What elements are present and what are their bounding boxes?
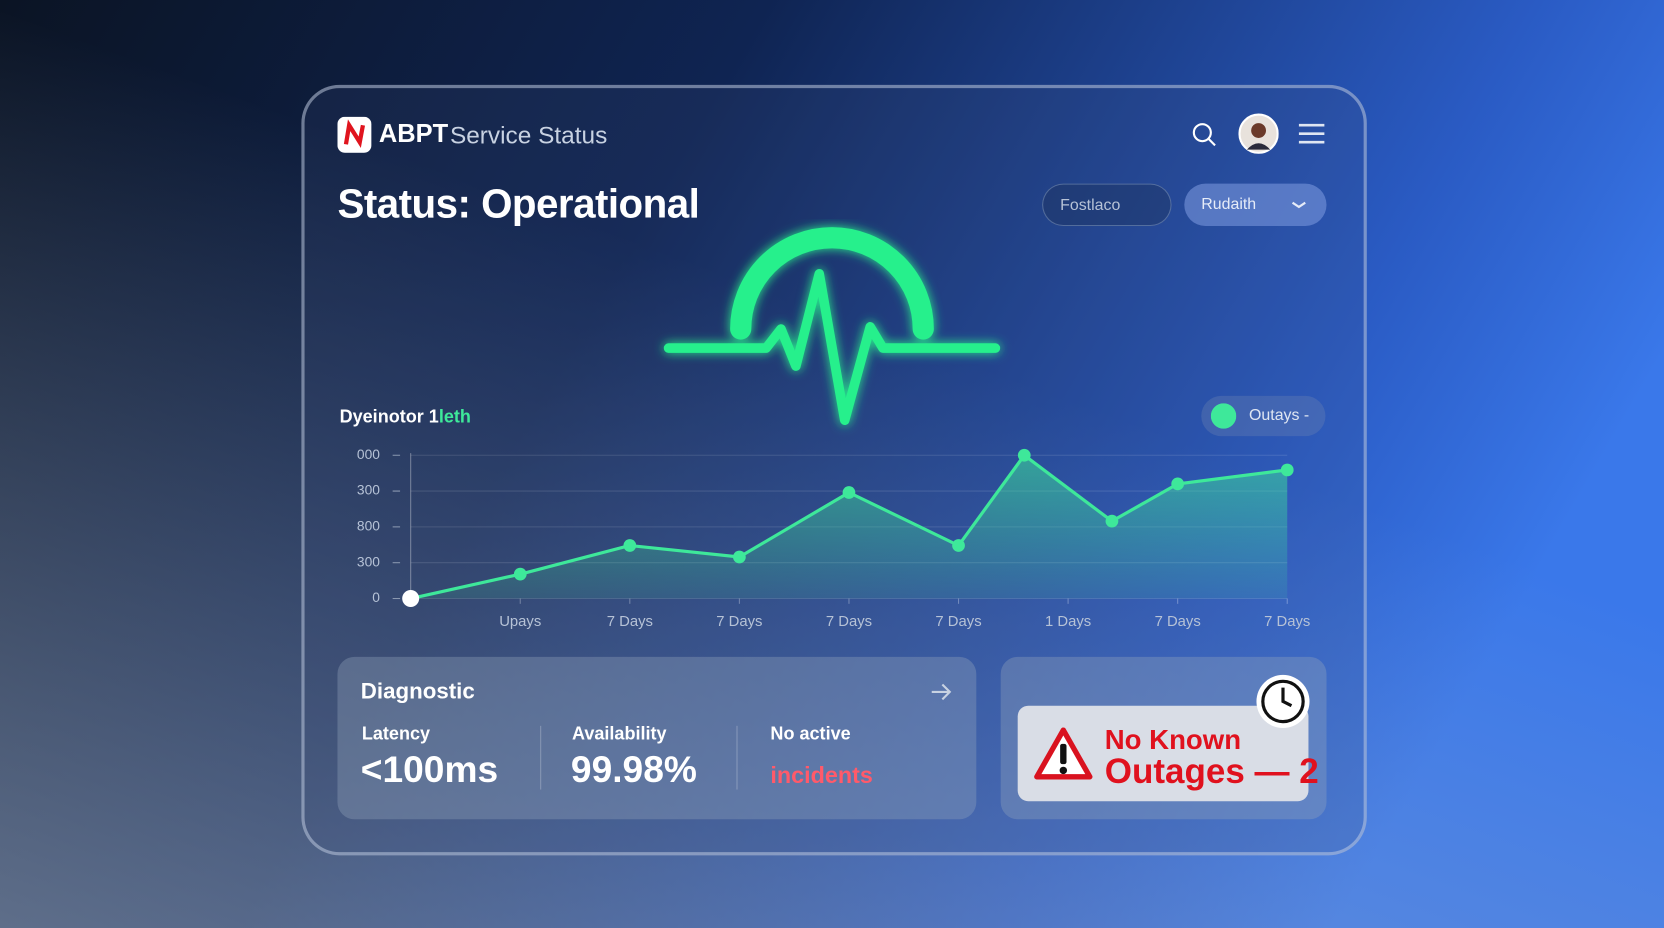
metric-value: incidents — [770, 761, 873, 789]
legend-label: Outays - — [1249, 406, 1310, 425]
point — [623, 539, 637, 552]
menu-icon[interactable] — [1297, 121, 1327, 146]
x-tick-label: Upays — [499, 614, 541, 630]
chart-title-highlight: leth — [438, 406, 471, 427]
chart-title-text: Dyeinotor 1 — [339, 406, 439, 427]
brand: ABPT — [378, 119, 449, 149]
metric-value: 99.98% — [570, 749, 697, 791]
point — [1171, 477, 1185, 491]
x-tick-label: 7 Days — [716, 614, 762, 630]
y-tick-label: 0 — [372, 590, 380, 605]
metric-label: Availability — [571, 723, 667, 744]
x-tick-label: 7 Days — [1264, 614, 1310, 630]
product-name: Service Status — [449, 120, 608, 149]
metric-label: Latency — [361, 723, 431, 744]
search-icon[interactable] — [1191, 121, 1219, 149]
x-tick-label: 7 Days — [826, 614, 872, 630]
line — [410, 453, 1288, 601]
filter-button[interactable]: Fostlaco — [1042, 183, 1172, 227]
metric-value: <100ms — [360, 749, 499, 791]
x-tick-label: 1 Days — [1045, 614, 1091, 630]
point — [1105, 514, 1119, 528]
point — [842, 486, 856, 499]
status-title: Status: Operational — [337, 182, 700, 228]
diagnostic-card — [337, 656, 977, 820]
legend-swatch — [1210, 403, 1237, 429]
point — [952, 539, 965, 552]
point — [513, 567, 527, 581]
heartbeat-icon — [663, 227, 1001, 426]
x-tick-label: 7 Days — [935, 614, 981, 630]
y-tick-label: 300 — [357, 483, 380, 498]
chart-title: Dyeinotor 1leth — [340, 406, 471, 427]
point — [402, 590, 420, 608]
divider — [736, 725, 738, 790]
y-tick-label: 300 — [357, 554, 380, 569]
dropdown-caret — [1291, 201, 1306, 209]
line-chart: 0 300 800 300 000 Upays 7 Days 7 Days 7 Days 7 Da… — [357, 447, 1310, 630]
clock-icon — [1256, 674, 1310, 728]
diagnostic-title: Diagnostic — [360, 679, 475, 704]
y-tick-label: 000 — [357, 447, 380, 462]
x-tick-label: 7 Days — [1155, 614, 1201, 630]
point — [1017, 448, 1031, 462]
alert-text: No Known Outages — 2 — [1104, 723, 1319, 791]
metric-label: No active — [770, 723, 851, 744]
logo — [337, 116, 372, 153]
point — [1280, 463, 1294, 477]
avatar[interactable] — [1238, 113, 1279, 154]
x-tick-label: 7 Days — [607, 614, 653, 630]
area — [410, 455, 1288, 599]
divider — [540, 725, 542, 790]
warning-icon — [1034, 727, 1093, 780]
alert-line: Outages — 2 — [1104, 751, 1319, 791]
alert-line: No Known — [1104, 723, 1242, 756]
legend[interactable]: Outays - — [1201, 395, 1326, 437]
y-tick-label: 800 — [357, 519, 380, 534]
arrow-icon[interactable] — [930, 681, 953, 702]
point — [733, 550, 746, 564]
